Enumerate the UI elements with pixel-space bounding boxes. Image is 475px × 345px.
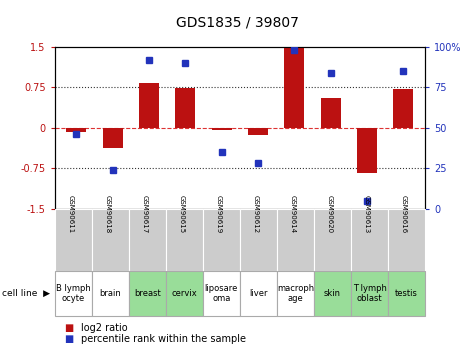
Text: GSM90620: GSM90620 <box>326 195 332 233</box>
Bar <box>92 271 129 316</box>
Text: GSM90615: GSM90615 <box>178 195 184 233</box>
Bar <box>393 89 413 128</box>
Text: GSM90617: GSM90617 <box>141 195 147 233</box>
Bar <box>277 271 314 316</box>
Bar <box>314 271 351 316</box>
Bar <box>388 271 425 316</box>
Text: GSM90614: GSM90614 <box>289 195 295 233</box>
Bar <box>240 271 277 316</box>
Text: GSM90619: GSM90619 <box>215 195 221 233</box>
Bar <box>166 209 203 271</box>
Bar <box>314 209 351 271</box>
Text: GDS1835 / 39807: GDS1835 / 39807 <box>176 16 299 30</box>
Text: brain: brain <box>99 289 121 298</box>
Text: GSM90613: GSM90613 <box>363 195 370 233</box>
Text: B lymph
ocyte: B lymph ocyte <box>56 284 91 303</box>
Text: log2 ratio: log2 ratio <box>81 324 127 333</box>
Bar <box>351 209 388 271</box>
Text: ■: ■ <box>64 334 73 344</box>
Bar <box>129 209 166 271</box>
Bar <box>240 209 277 271</box>
Bar <box>212 128 232 130</box>
Bar <box>285 47 304 128</box>
Bar <box>166 271 203 316</box>
Text: cell line  ▶: cell line ▶ <box>2 289 50 298</box>
Text: testis: testis <box>395 289 418 298</box>
Bar <box>103 128 123 148</box>
Text: cervix: cervix <box>171 289 197 298</box>
Bar <box>357 128 377 172</box>
Bar <box>277 209 314 271</box>
Text: liposare
oma: liposare oma <box>205 284 238 303</box>
Bar <box>66 128 86 132</box>
Text: GSM90611: GSM90611 <box>67 195 73 233</box>
Text: breast: breast <box>134 289 161 298</box>
Bar <box>248 128 268 135</box>
Text: percentile rank within the sample: percentile rank within the sample <box>81 334 246 344</box>
Bar <box>55 271 92 316</box>
Bar <box>203 209 240 271</box>
Bar <box>321 98 341 128</box>
Bar <box>351 271 388 316</box>
Text: GSM90612: GSM90612 <box>252 195 258 233</box>
Bar <box>55 209 92 271</box>
Bar <box>203 271 240 316</box>
Text: liver: liver <box>249 289 267 298</box>
Bar <box>129 271 166 316</box>
Bar <box>92 209 129 271</box>
Bar <box>388 209 425 271</box>
Text: GSM90616: GSM90616 <box>400 195 407 233</box>
Text: ■: ■ <box>64 324 73 333</box>
Text: GSM90618: GSM90618 <box>104 195 110 233</box>
Text: macroph
age: macroph age <box>277 284 314 303</box>
Bar <box>175 88 195 128</box>
Text: T lymph
oblast: T lymph oblast <box>352 284 387 303</box>
Text: skin: skin <box>324 289 341 298</box>
Bar <box>139 83 159 128</box>
